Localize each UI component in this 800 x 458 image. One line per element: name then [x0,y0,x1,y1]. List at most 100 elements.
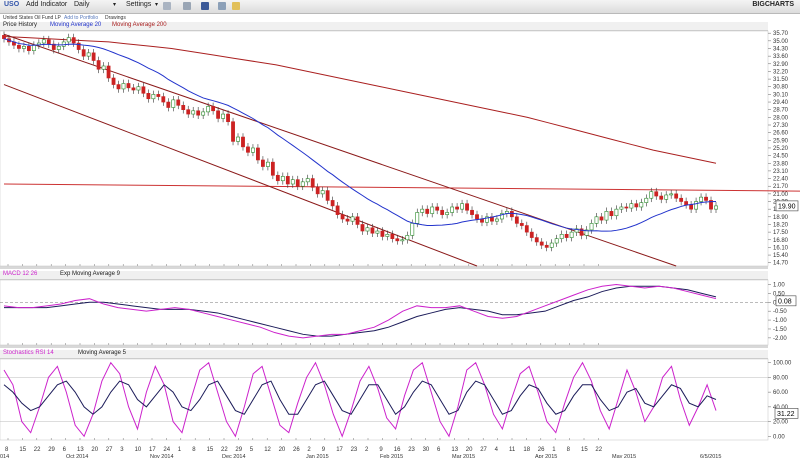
candle-body [111,77,116,85]
chevron-down-icon[interactable]: ▾ [113,2,117,8]
macd-panel-label: MACD 12 26 Exp Moving Average 9 [0,271,768,280]
candle-body [325,190,330,201]
candle-body [17,44,21,49]
panel-resize-handle[interactable] [0,266,768,269]
candle-body [360,224,365,232]
y-tick-label: 29.40 [773,100,789,106]
candle-body [395,238,400,242]
candle-body [136,86,141,91]
facebook-icon[interactable] [201,2,209,10]
stoch-ma-line [3,380,717,415]
legend-macd-signal: Exp Moving Average 9 [60,271,120,277]
candle-body [654,191,659,197]
candle-body [166,101,171,108]
x-tick-label: 5 [250,447,254,453]
share-icon[interactable] [218,2,226,10]
candle-body [22,46,26,49]
candle-body [549,242,554,248]
add-to-portfolio-link[interactable]: Add to Portfolio [64,15,99,21]
y-tick-label: 80.00 [773,375,789,381]
camera-icon[interactable] [163,2,171,10]
x-tick-label: 17 [149,447,156,453]
x-tick-label: 18 [523,447,530,453]
legend-stoch-ma: Moving Average 5 [78,350,126,356]
x-tick-label: 17 [336,447,343,453]
candle-body [101,65,106,70]
y-tick-label: 30.10 [773,92,789,98]
candle-body [241,136,245,148]
x-tick-label: 15 [207,447,214,453]
candle-body [689,204,694,210]
y-tick-label: 31.50 [773,77,789,83]
price-panel-label: Price History Moving Average 20 Moving A… [0,22,768,31]
y-tick-label: 25.90 [773,138,789,144]
candle-body [246,146,250,153]
resistance-line [3,183,800,192]
candle-body [201,111,206,116]
candle-body [305,178,310,183]
chevron-down-icon[interactable]: ▾ [155,2,159,8]
candle-body [26,46,31,51]
y-tick-label: 25.20 [773,146,789,152]
y-tick-label: 23.80 [773,161,789,167]
settings-button[interactable]: Settings [126,1,152,8]
panel-resize-handle[interactable] [0,345,768,348]
x-tick-label: 8 [567,447,571,453]
folder-icon[interactable] [232,2,240,10]
x-tick-label: 6 [437,447,441,453]
stoch-panel-label: Stochastics RSI 14 Moving Average 5 [0,350,768,359]
stoch-value-label: 31.22 [777,411,795,418]
candle-body [614,208,619,217]
candle-body [116,84,121,90]
y-tick-label: 27.30 [773,123,789,129]
x-tick-label: 20 [279,447,286,453]
add-indicator-button[interactable]: Add Indicator [26,1,68,8]
y-tick-label: 23.10 [773,169,789,175]
candle-body [146,93,151,100]
drawings-link[interactable]: Drawings [105,15,126,21]
ma200-line [3,35,717,164]
trendline [3,84,478,267]
candle-body [340,214,345,220]
candle-body [539,241,544,246]
candle-body [599,216,604,221]
brand-logo: BIGCHARTS [752,1,794,8]
candle-body [554,238,559,244]
y-tick-label: 20.00 [773,420,789,426]
y-tick-label: 22.40 [773,177,789,183]
candle-body [231,121,235,142]
candle-body [106,65,111,79]
x-tick-label: 3 [120,447,124,453]
x-tick-label: 20 [91,447,98,453]
candle-body [589,223,594,231]
candle-body [564,234,569,238]
candle-body [684,201,689,206]
candle-body [420,208,425,213]
y-tick-label: 21.70 [773,184,789,190]
x-tick-label: 27 [480,447,487,453]
y-tick-label: 26.60 [773,131,789,137]
candle-body [559,234,564,239]
panel-frame [0,30,769,267]
x-tick-label: 29 [48,447,55,453]
candle-body [315,187,320,195]
y-tick-label: -2.00 [773,336,787,342]
y-tick-label: 1.00 [773,282,785,288]
symbol-label[interactable]: USO [4,1,20,8]
candle-body [604,211,609,221]
candle-body [529,231,534,238]
candle-body [275,174,280,182]
interval-select[interactable]: Daily [74,1,90,8]
print-icon[interactable] [183,2,191,10]
candle-body [96,60,101,70]
y-tick-label: 35.00 [773,39,789,45]
candle-body [81,49,86,57]
candle-body [704,196,708,201]
candle-body [500,213,504,220]
candle-body [435,206,440,211]
candle-body [330,200,335,207]
candle-body [440,209,445,215]
legend-ma200: Moving Average 200 [112,22,167,28]
candle-body [430,206,435,214]
